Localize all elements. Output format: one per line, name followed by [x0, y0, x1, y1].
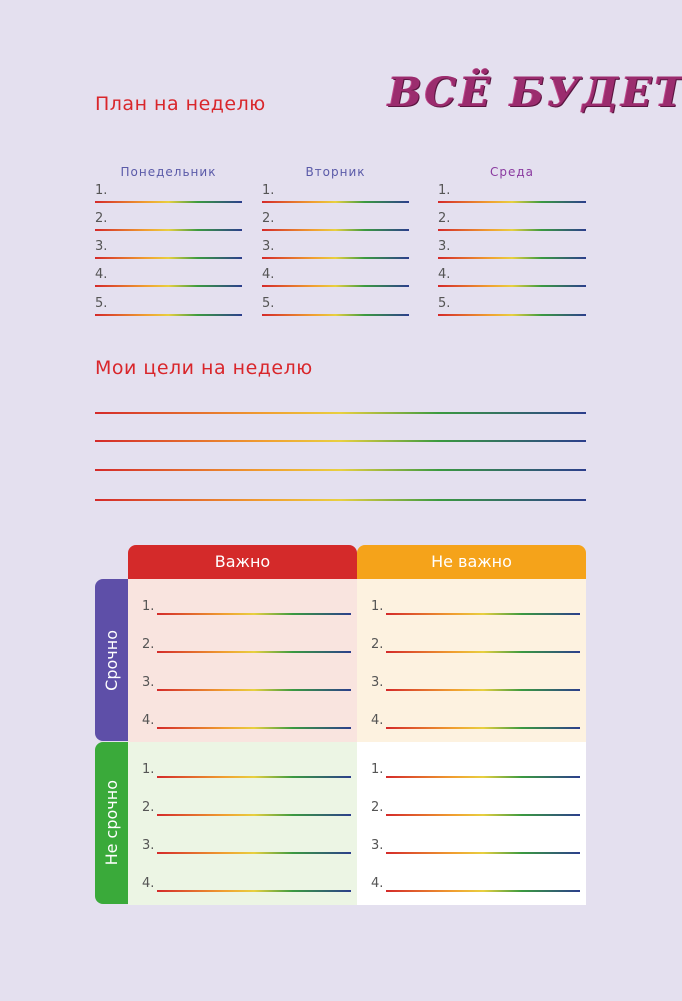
item-number: 2.	[438, 211, 451, 226]
matrix-cell	[357, 742, 586, 905]
item-number: 2.	[95, 211, 108, 226]
write-line[interactable]	[438, 201, 586, 203]
item-number: 2.	[371, 637, 384, 652]
write-line[interactable]	[157, 776, 351, 778]
item-number: 2.	[371, 800, 384, 815]
write-line[interactable]	[157, 727, 351, 729]
row-label: Не срочно	[101, 780, 121, 866]
write-line[interactable]	[386, 613, 580, 615]
item-number: 4.	[262, 267, 275, 282]
item-number: 3.	[371, 675, 384, 690]
item-number: 1.	[371, 762, 384, 777]
write-line[interactable]	[157, 613, 351, 615]
item-number: 1.	[95, 183, 108, 198]
item-number: 5.	[95, 296, 108, 311]
write-line[interactable]	[262, 201, 409, 203]
item-number: 1.	[438, 183, 451, 198]
write-line[interactable]	[438, 257, 586, 259]
goal-line[interactable]	[95, 440, 586, 442]
item-number: 3.	[371, 838, 384, 853]
write-line[interactable]	[386, 852, 580, 854]
write-line[interactable]	[157, 890, 351, 892]
item-number: 2.	[142, 637, 155, 652]
item-number: 4.	[142, 713, 155, 728]
day-header: Вторник	[305, 165, 366, 179]
day-header: Понедельник	[120, 165, 217, 179]
write-line[interactable]	[157, 814, 351, 816]
write-line[interactable]	[386, 727, 580, 729]
item-number: 4.	[438, 267, 451, 282]
write-line[interactable]	[438, 285, 586, 287]
item-number: 2.	[262, 211, 275, 226]
item-number: 4.	[142, 876, 155, 891]
write-line[interactable]	[95, 257, 242, 259]
item-number: 3.	[262, 239, 275, 254]
row-header: Срочно	[95, 579, 128, 741]
matrix-cell	[357, 579, 586, 742]
goal-line[interactable]	[95, 499, 586, 501]
item-number: 4.	[371, 876, 384, 891]
item-number: 1.	[371, 599, 384, 614]
day-header: Среда	[489, 165, 535, 179]
write-line[interactable]	[95, 229, 242, 231]
write-line[interactable]	[438, 314, 586, 316]
item-number: 5.	[262, 296, 275, 311]
write-line[interactable]	[95, 314, 242, 316]
item-number: 3.	[142, 838, 155, 853]
matrix-cell	[128, 742, 357, 905]
column-header: Не важно	[357, 545, 586, 579]
write-line[interactable]	[386, 890, 580, 892]
goals-title: Мои цели на неделю	[95, 357, 313, 379]
write-line[interactable]	[262, 314, 409, 316]
write-line[interactable]	[386, 776, 580, 778]
logo: ВСЁ БУДЕТ	[388, 69, 682, 116]
write-line[interactable]	[386, 689, 580, 691]
goal-line[interactable]	[95, 412, 586, 414]
write-line[interactable]	[438, 229, 586, 231]
item-number: 4.	[95, 267, 108, 282]
column-header: Важно	[128, 545, 357, 579]
item-number: 3.	[95, 239, 108, 254]
matrix-cell	[128, 579, 357, 742]
item-number: 1.	[142, 762, 155, 777]
item-number: 5.	[438, 296, 451, 311]
write-line[interactable]	[157, 852, 351, 854]
row-label: Срочно	[101, 629, 121, 691]
item-number: 1.	[142, 599, 155, 614]
write-line[interactable]	[262, 229, 409, 231]
write-line[interactable]	[262, 285, 409, 287]
write-line[interactable]	[157, 651, 351, 653]
item-number: 1.	[262, 183, 275, 198]
plan-title: План на неделю	[95, 93, 266, 115]
row-header: Не срочно	[95, 742, 128, 904]
goal-line[interactable]	[95, 469, 586, 471]
write-line[interactable]	[95, 285, 242, 287]
item-number: 3.	[142, 675, 155, 690]
write-line[interactable]	[157, 689, 351, 691]
write-line[interactable]	[386, 814, 580, 816]
write-line[interactable]	[95, 201, 242, 203]
item-number: 4.	[371, 713, 384, 728]
item-number: 2.	[142, 800, 155, 815]
write-line[interactable]	[262, 257, 409, 259]
item-number: 3.	[438, 239, 451, 254]
write-line[interactable]	[386, 651, 580, 653]
